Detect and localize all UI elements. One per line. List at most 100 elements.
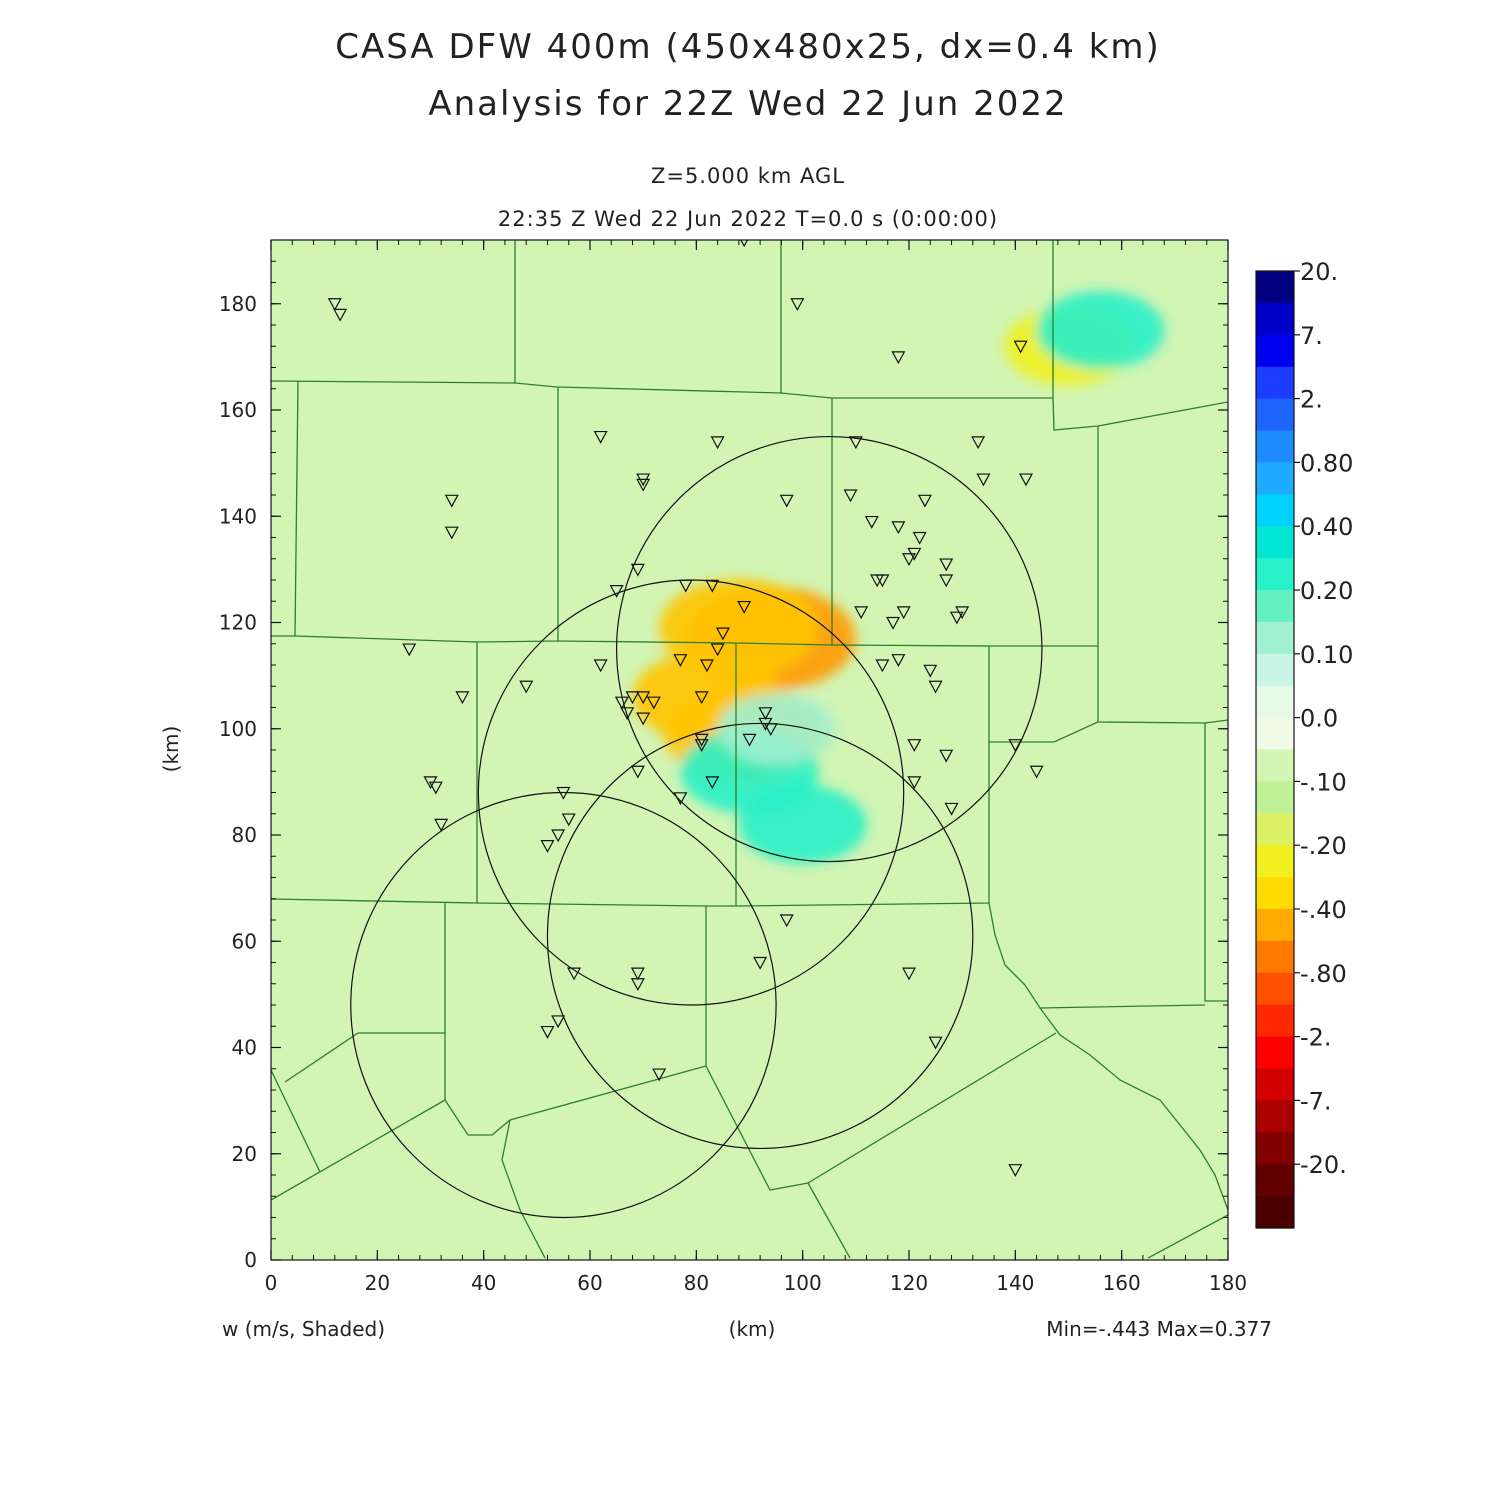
station-marker [939, 749, 954, 763]
station-marker [673, 654, 688, 667]
station-marker [561, 813, 576, 827]
chart-title-line2: Analysis for 22Z Wed 22 Jun 2022 [428, 84, 1067, 124]
station-marker [694, 691, 709, 705]
station-marker [699, 659, 714, 673]
station-marker [1008, 739, 1023, 752]
county-line [705, 906, 1057, 1191]
colorbar-swatch [1256, 845, 1294, 878]
station-marker [402, 643, 417, 657]
county-line [988, 902, 1206, 1009]
field-label: w (m/s, Shaded) [222, 1317, 385, 1341]
county-line [1147, 1214, 1228, 1259]
colorbar-label: 7. [1300, 322, 1323, 350]
station-marker [652, 1068, 667, 1082]
station-marker [694, 739, 709, 752]
station-marker [620, 707, 635, 721]
x-tick-label: 120 [890, 1271, 928, 1295]
colorbar-swatch [1256, 717, 1294, 751]
county-line [501, 1119, 546, 1259]
station-marker [848, 436, 863, 450]
x-tick-label: 100 [784, 1271, 822, 1295]
station-marker [715, 627, 730, 641]
station-marker [875, 659, 890, 673]
y-tick-label: 120 [219, 611, 257, 635]
colorbar-swatch [1256, 909, 1294, 942]
station-marker [875, 574, 890, 588]
county-line [780, 240, 1054, 399]
colorbar-label: -.10 [1300, 768, 1347, 796]
county-line [1039, 1007, 1228, 1211]
station-marker [327, 298, 342, 312]
y-axis-label: (km) [159, 726, 183, 773]
y-tick-label: 80 [232, 823, 257, 847]
station-marker [556, 786, 571, 800]
radar-ring [615, 435, 1043, 863]
y-tick-label: 0 [244, 1248, 257, 1272]
colorbar-swatch [1256, 398, 1294, 432]
station-marker [593, 659, 608, 673]
station-marker [428, 781, 443, 795]
colorbar-label: 0.80 [1300, 449, 1353, 477]
colorbar-swatch [1256, 366, 1294, 400]
colorbar-swatch [1256, 972, 1294, 1006]
station-marker [444, 494, 459, 508]
station-marker [609, 585, 624, 598]
station-marker [891, 521, 906, 535]
x-tick-label: 80 [684, 1271, 709, 1295]
colorbar: 20. 7. 2. 0.80 0.40 0.20 0.10 0.0 -.10 -.20 -.40 -.… [1255, 258, 1353, 1229]
colorbar-label: -2. [1300, 1024, 1332, 1052]
colorbar-swatch [1256, 526, 1294, 559]
station-marker [710, 643, 725, 657]
station-marker [519, 680, 534, 694]
station-marker [843, 489, 858, 503]
station-marker [907, 776, 922, 790]
county-line [271, 1099, 446, 1201]
y-tick-label: 20 [232, 1142, 257, 1166]
y-tick-label: 140 [219, 504, 257, 528]
colorbar-swatch [1256, 462, 1294, 495]
colorbar-swatch [1256, 334, 1294, 368]
county-line [1204, 719, 1228, 724]
colorbar-swatch [1256, 1196, 1294, 1229]
station-marker [886, 616, 901, 630]
chart-title: CASA DFW 400m (450x480x25, dx=0.4 km) [335, 27, 1161, 67]
station-marker [779, 914, 794, 928]
station-marker [907, 739, 922, 752]
station-marker [928, 1036, 943, 1050]
station-marker [551, 1015, 566, 1029]
county-boundaries [271, 240, 1228, 1259]
station-marker [614, 696, 629, 710]
colorbar-swatch [1256, 877, 1294, 910]
x-tick-label: 0 [265, 1271, 278, 1295]
x-tick-label: 180 [1209, 1271, 1247, 1295]
station-marker [854, 606, 869, 620]
station-marker [630, 967, 645, 981]
station-marker [630, 765, 645, 779]
county-line [831, 426, 1099, 647]
station-marker [636, 712, 651, 726]
station-marker [636, 478, 651, 492]
county-line [271, 1069, 321, 1173]
valid-time-label: 22:35 Z Wed 22 Jun 2022 T=0.0 s (0:00:00… [498, 207, 998, 231]
colorbar-label: 0.0 [1300, 705, 1338, 733]
station-marker [636, 691, 651, 705]
colorbar-label: -20. [1300, 1151, 1347, 1179]
station-marker [705, 776, 720, 790]
colorbar-frame [1255, 270, 1295, 1229]
station-marker [923, 664, 938, 678]
colorbar-swatch [1256, 302, 1294, 336]
x-tick-label: 60 [577, 1271, 602, 1295]
x-tick-label: 160 [1103, 1271, 1141, 1295]
colorbar-label: -7. [1300, 1087, 1332, 1115]
station-marker [1008, 1164, 1023, 1177]
colorbar-swatch [1256, 271, 1294, 304]
station-marker [790, 298, 805, 312]
county-line [988, 646, 1099, 743]
colorbar-swatch [1256, 558, 1294, 591]
county-line [284, 903, 446, 1083]
colorbar-swatch [1256, 1036, 1294, 1070]
station-marker [901, 553, 917, 567]
colorbar-label: 0.20 [1300, 577, 1353, 605]
station-marker [901, 967, 917, 981]
